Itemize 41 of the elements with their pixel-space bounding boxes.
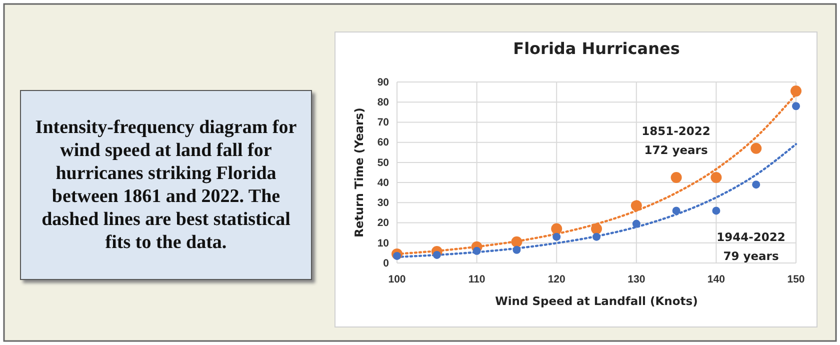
text: Intensity-frequency diagram for wind speed at land fall for hurricanes striking Florida between 1861 and 2022. The dashed lines are best statistical fits to the data. (20, 90, 312, 280)
point (472, 246, 481, 255)
point (511, 236, 522, 248)
y-tick-label: 50 (377, 156, 390, 169)
point (752, 180, 760, 189)
point (432, 250, 441, 259)
y-tick-label: 20 (377, 217, 390, 230)
point (512, 246, 521, 254)
y-tick-label: 30 (377, 197, 390, 210)
annotation: 1851-2022 172 years (642, 124, 710, 157)
y-tick-label: 90 (377, 76, 390, 88)
x-axis-title: Wind Speed at Landfall (Knots) (495, 294, 698, 308)
y-tick-label: 0 (383, 257, 390, 270)
point (551, 223, 562, 234)
point (670, 172, 682, 184)
point (552, 232, 561, 241)
x-tick-label: 130 (628, 273, 646, 286)
y-tick-label: 10 (377, 237, 390, 250)
point (792, 102, 800, 110)
point (630, 200, 642, 212)
point (790, 86, 802, 97)
point (710, 172, 722, 184)
y-tick-label: 80 (377, 96, 390, 108)
x-tick-label: 140 (707, 273, 726, 286)
point (672, 206, 680, 215)
point (750, 142, 762, 154)
y-tick-label: 70 (377, 116, 390, 129)
y-tick-label: 40 (377, 176, 390, 189)
annotation: 1944-2022 79 years (716, 230, 786, 263)
x-tick-label: 110 (468, 273, 486, 286)
point (592, 232, 600, 241)
x-tick-label: 150 (787, 273, 805, 286)
point (632, 220, 640, 228)
y-axis-title: Return Time (Years) (352, 108, 366, 238)
chart-title: Florida Hurricanes (513, 39, 680, 58)
x-tick-label: 100 (388, 273, 406, 286)
y-tick-label: 60 (377, 136, 390, 149)
point (393, 252, 401, 260)
point (591, 223, 602, 234)
x-tick-label: 120 (548, 273, 566, 286)
point (712, 206, 720, 215)
